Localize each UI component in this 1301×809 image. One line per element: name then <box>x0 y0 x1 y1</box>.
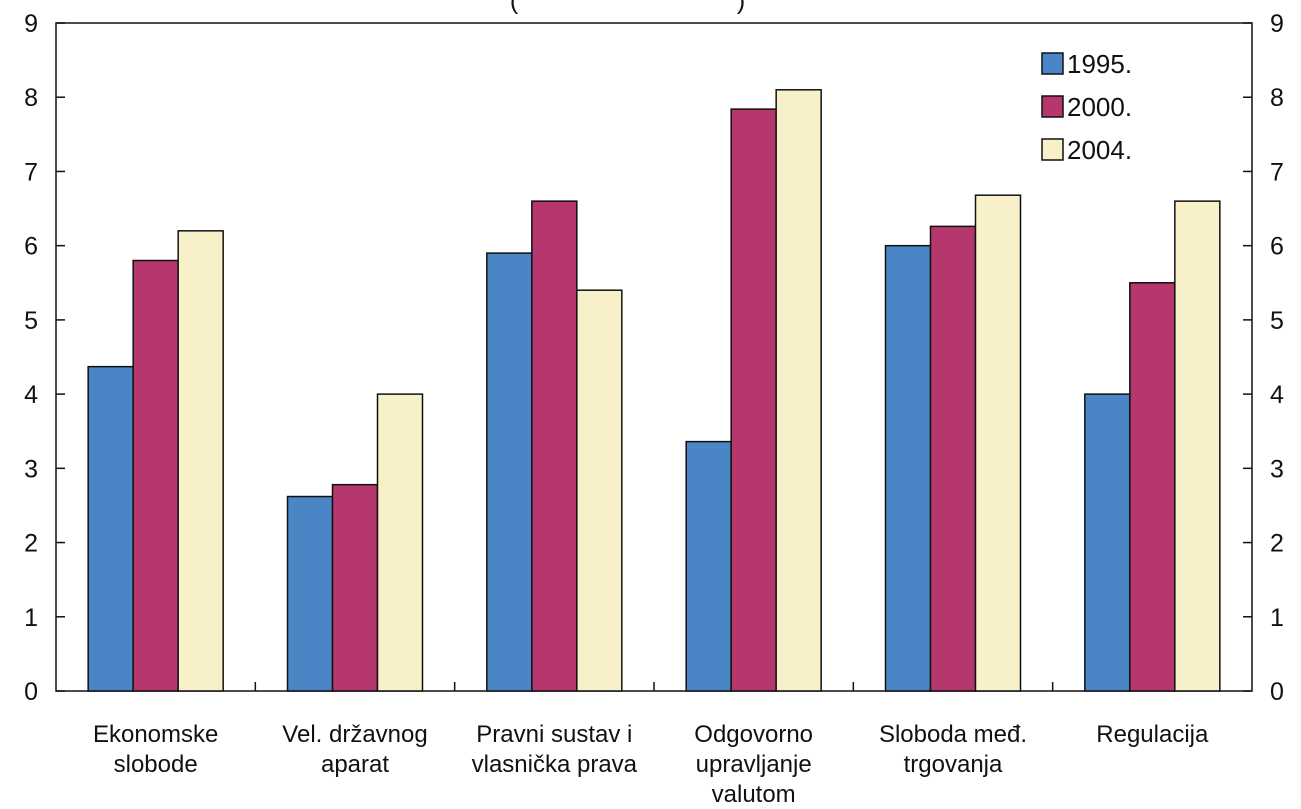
y-tick-label-left: 4 <box>24 381 38 409</box>
y-tick-label-right: 0 <box>1270 678 1284 706</box>
y-tick-label-left: 0 <box>24 678 38 706</box>
y-tick-label-left: 5 <box>24 307 38 335</box>
legend-label: 2004. <box>1067 135 1132 165</box>
category-label: Regulacija <box>1096 721 1209 748</box>
bar <box>730 108 777 692</box>
y-tick-label-left: 3 <box>24 455 38 483</box>
category-label: vlasnička prava <box>472 751 638 778</box>
bar <box>576 289 623 692</box>
bar <box>929 225 977 692</box>
category-label: Pravni sustav i <box>476 721 632 748</box>
bars <box>87 89 1221 692</box>
y-tick-label-right: 7 <box>1270 158 1284 186</box>
y-tick-label-left: 9 <box>24 10 38 38</box>
legend: 1995. 2000. 2004. <box>1041 49 1132 165</box>
bar <box>376 393 424 692</box>
bar <box>531 200 578 692</box>
y-tick-label-left: 2 <box>24 530 38 558</box>
legend-label: 2000. <box>1067 92 1132 122</box>
y-tick-label-right: 2 <box>1270 530 1284 558</box>
y-tick-label-left: 1 <box>24 604 38 632</box>
bar <box>132 259 179 692</box>
legend-swatch <box>1041 138 1064 161</box>
bar <box>1174 200 1221 692</box>
category-label: valutom <box>712 781 796 808</box>
bar <box>884 244 932 692</box>
category-label: Ekonomske <box>93 721 218 748</box>
bar <box>775 89 822 692</box>
plot-area <box>55 22 1253 692</box>
y-tick-label-left: 6 <box>24 233 38 261</box>
y-tick-label-right: 9 <box>1270 10 1284 38</box>
bar <box>177 230 224 692</box>
title-fragment-open: ( <box>510 0 519 15</box>
category-label: Sloboda međ. <box>879 721 1027 748</box>
legend-swatch <box>1041 95 1064 118</box>
y-tick-label-right: 6 <box>1270 233 1284 261</box>
ticks: 0 0 1 1 2 2 3 3 4 4 5 5 6 6 7 7 8 8 9 9 <box>24 10 1284 706</box>
bar <box>286 495 334 692</box>
bar <box>87 365 134 692</box>
bar <box>331 483 379 692</box>
bar <box>1084 393 1131 692</box>
category-label: Vel. državnog <box>282 721 427 748</box>
y-tick-label-right: 8 <box>1270 84 1284 112</box>
legend-swatch <box>1041 52 1064 75</box>
bar <box>974 194 1022 692</box>
bar <box>685 440 732 692</box>
y-tick-label-right: 1 <box>1270 604 1284 632</box>
y-tick-label-right: 4 <box>1270 381 1284 409</box>
category-label: upravljanje <box>696 751 812 778</box>
category-label: aparat <box>321 751 389 778</box>
plot-frame <box>55 22 1253 692</box>
bar <box>1129 282 1176 692</box>
category-label: trgovanja <box>904 751 1003 778</box>
y-tick-label-left: 8 <box>24 84 38 112</box>
bar <box>486 252 533 692</box>
y-tick-label-left: 7 <box>24 158 38 186</box>
y-tick-label-right: 5 <box>1270 307 1284 335</box>
title-fragment-close: ) <box>737 0 745 15</box>
y-tick-label-right: 3 <box>1270 455 1284 483</box>
category-label: slobode <box>114 751 198 778</box>
category-label: Odgovorno <box>694 721 813 748</box>
legend-label: 1995. <box>1067 49 1132 79</box>
category-labels: Ekonomske slobode Vel. državnog aparat Pravn… <box>93 721 1209 808</box>
